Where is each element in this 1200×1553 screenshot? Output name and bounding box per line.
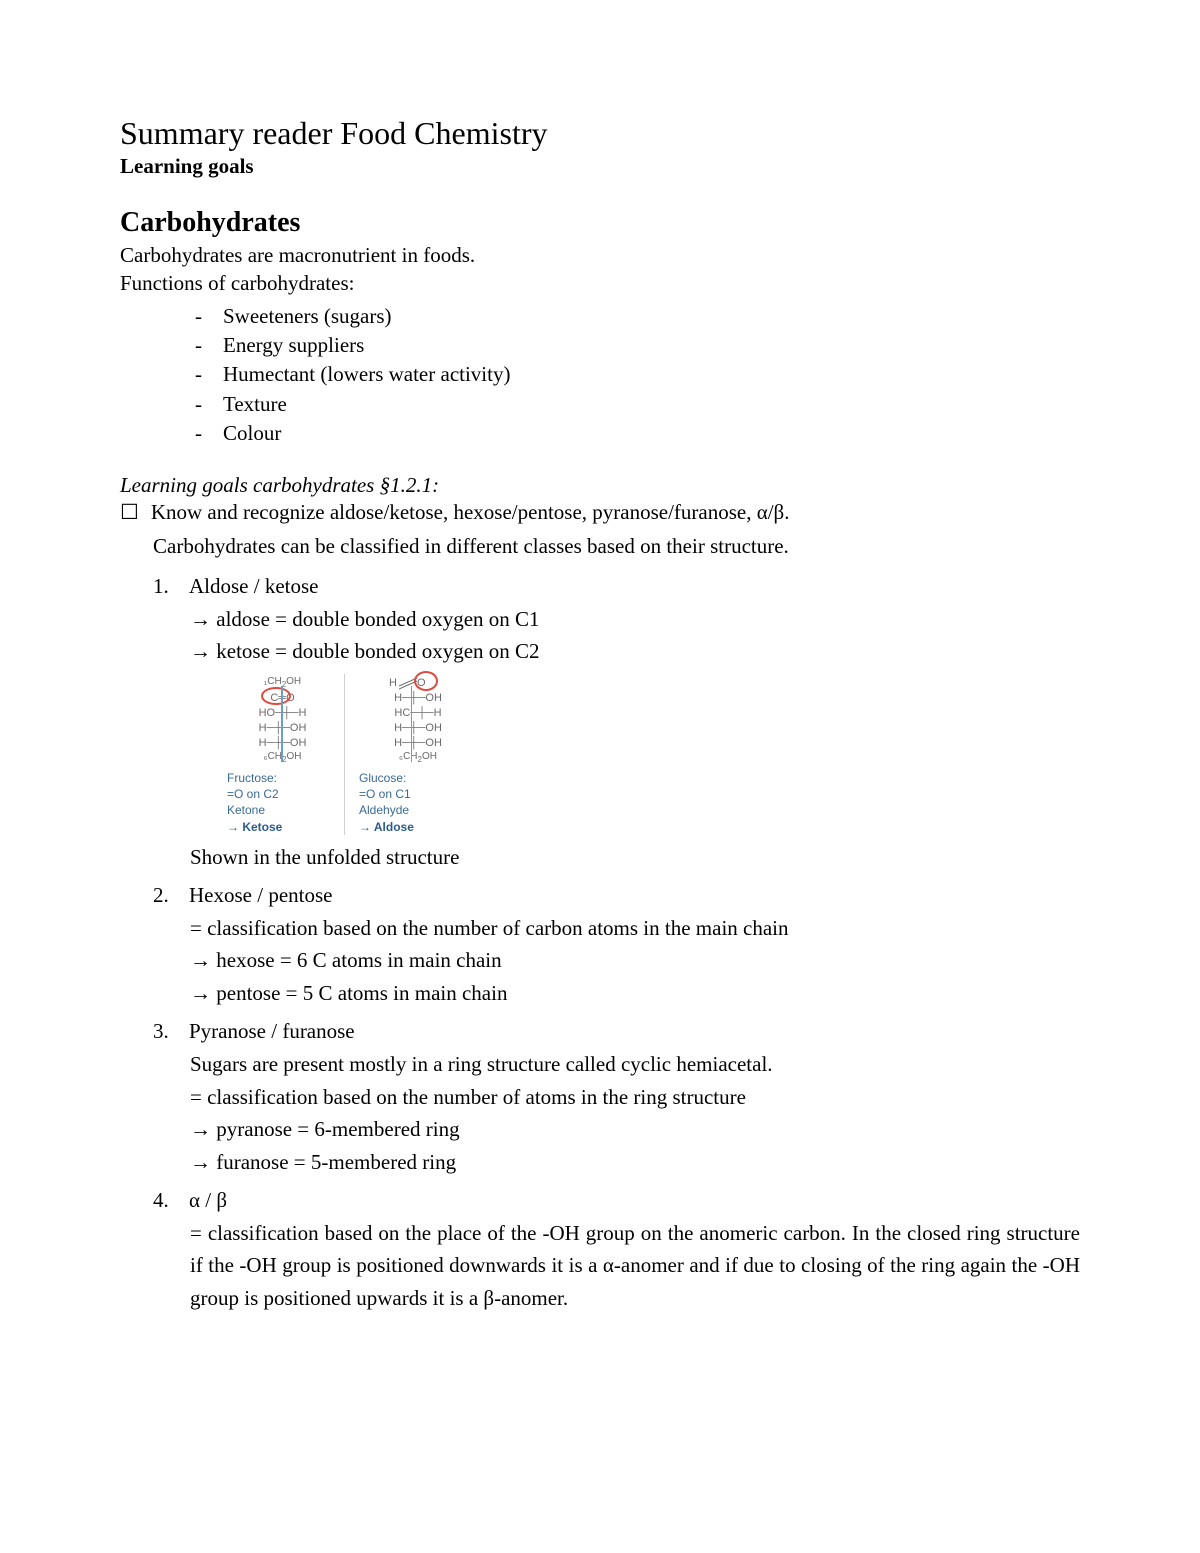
item-line: Sugars are present mostly in a ring stru… [190, 1048, 1080, 1081]
bond-line-icon [411, 686, 413, 762]
list-item: Sweeteners (sugars) [195, 302, 1080, 331]
checkbox-icon: ☐ [120, 500, 139, 525]
list-item: 2. Hexose / pentose = classification bas… [153, 879, 1080, 1009]
item-title: Pyranose / furanose [189, 1015, 355, 1048]
list-item: 3. Pyranose / furanose Sugars are presen… [153, 1015, 1080, 1178]
list-item: 1. Aldose / ketose → aldose = double bon… [153, 570, 1080, 873]
item-line: → furanose = 5-membered ring [190, 1146, 1080, 1179]
list-item: 4. α / β = classification based on the p… [153, 1184, 1080, 1314]
item-title: Hexose / pentose [189, 879, 332, 912]
item-line: → aldose = double bonded oxygen on C1 [190, 603, 1080, 636]
fructose-labels: Fructose: =O on C2 Ketone → Ketose [227, 770, 338, 835]
item-line: = classification based on the place of t… [190, 1217, 1080, 1315]
chem-atom-label: ₆CH2OH [399, 751, 437, 765]
fructose-structure: ₁CH2OH C═O HO─┼─H H─┼─OH H─┼─OH ₆CH2OH F… [227, 674, 345, 835]
item-line: → pentose = 5 C atoms in main chain [190, 977, 1080, 1010]
chem-eq: =O on C2 [227, 786, 338, 802]
item-title: Aldose / ketose [189, 570, 318, 603]
chem-atom-label: H─┼─OH [394, 737, 442, 751]
chem-type: Aldehyde [359, 802, 477, 818]
item-number: 1. [153, 570, 175, 603]
classification-list: 1. Aldose / ketose → aldose = double bon… [153, 570, 1080, 1314]
highlight-circle-icon [414, 671, 438, 691]
chem-atom-label: HC─┼─H [394, 707, 441, 721]
list-item: Texture [195, 390, 1080, 419]
item-line: = classification based on the number of … [190, 1081, 1080, 1114]
item-line: → pyranose = 6-membered ring [190, 1113, 1080, 1146]
glucose-labels: Glucose: =O on C1 Aldehyde → Aldose [359, 770, 477, 835]
item-number: 4. [153, 1184, 175, 1217]
item-line: → hexose = 6 C atoms in main chain [190, 944, 1080, 977]
highlight-circle-icon [261, 687, 291, 705]
list-item: Energy suppliers [195, 331, 1080, 360]
item-number: 3. [153, 1015, 175, 1048]
intro-line-1: Carbohydrates are macronutrient in foods… [120, 241, 1080, 269]
item-title: α / β [189, 1184, 227, 1217]
chem-arrow-label: → Aldose [359, 819, 477, 835]
chem-name: Glucose: [359, 770, 477, 786]
goal-sub-text: Carbohydrates can be classified in diffe… [153, 531, 1080, 563]
chem-arrow-label: → Ketose [227, 819, 338, 835]
chem-type: Ketone [227, 802, 338, 818]
intro-line-2: Functions of carbohydrates: [120, 269, 1080, 297]
chem-eq: =O on C1 [359, 786, 477, 802]
page-subtitle: Learning goals [120, 154, 1080, 179]
glucose-structure: H O H─┼─OH HC─┼─H H─┼─OH H─┼─OH ₆CH2OH [359, 674, 477, 835]
item-number: 2. [153, 879, 175, 912]
chem-name: Fructose: [227, 770, 338, 786]
functions-list: Sweeteners (sugars) Energy suppliers Hum… [195, 302, 1080, 449]
section-heading: Carbohydrates [120, 207, 1080, 239]
bond-line-icon [281, 686, 283, 762]
list-item: Humectant (lowers water activity) [195, 360, 1080, 389]
goal-text: Know and recognize aldose/ketose, hexose… [151, 500, 790, 525]
chem-atom-label: H─┼─OH [394, 692, 442, 706]
item-line: = classification based on the number of … [190, 912, 1080, 945]
document-page: Summary reader Food Chemistry Learning g… [0, 0, 1200, 1400]
chem-atom-label: H [389, 677, 397, 691]
learning-goals-heading: Learning goals carbohydrates §1.2.1: [120, 473, 1080, 498]
item-line: → ketose = double bonded oxygen on C2 [190, 635, 1080, 668]
chemical-diagram: ₁CH2OH C═O HO─┼─H H─┼─OH H─┼─OH ₆CH2OH F… [227, 674, 477, 835]
goal-checkbox-line: ☐ Know and recognize aldose/ketose, hexo… [120, 500, 1080, 525]
item-caption: Shown in the unfolded structure [190, 841, 1080, 874]
chem-atom-label: H─┼─OH [394, 722, 442, 736]
page-title: Summary reader Food Chemistry [120, 115, 1080, 152]
list-item: Colour [195, 419, 1080, 448]
